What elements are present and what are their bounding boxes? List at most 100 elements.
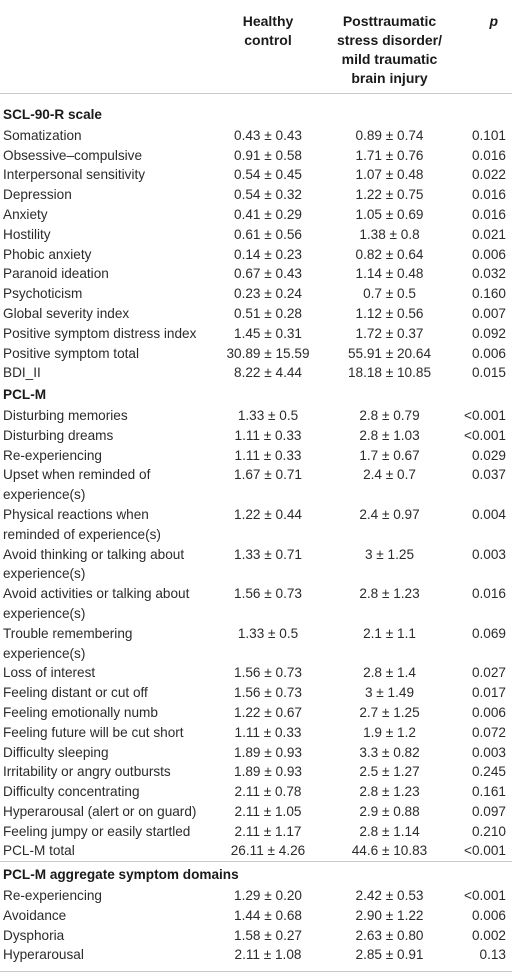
row-label: Anxiety xyxy=(3,206,48,222)
ptsd-value: 2.8 ± 1.23 xyxy=(359,784,420,800)
table-row: Re-experiencing 1.29 ± 0.20 2.42 ± 0.53 <0.… xyxy=(0,886,512,906)
section-header: SCL-90-R scale xyxy=(0,94,512,126)
table-row: Difficulty concentrating 2.11 ± 0.78 2.8 ±… xyxy=(0,782,512,802)
ptsd-value: 2.8 ± 1.4 xyxy=(363,665,416,681)
header-label-column xyxy=(0,12,210,93)
row-label: BDI_II xyxy=(3,365,41,381)
ptsd-value: 2.8 ± 1.03 xyxy=(359,427,420,443)
healthy-control-value: 0.14 ± 0.23 xyxy=(234,246,302,262)
row-label: Avoid activities or talking about experi… xyxy=(3,586,190,621)
ptsd-value: 55.91 ± 20.64 xyxy=(347,345,432,361)
row-label: Feeling future will be cut short xyxy=(3,724,184,740)
healthy-control-value: 1.89 ± 0.93 xyxy=(234,744,302,760)
row-label: PCL-M total xyxy=(3,843,75,859)
p-value: 0.101 xyxy=(471,127,506,143)
row-label: Difficulty sleeping xyxy=(3,744,109,760)
p-value: 0.016 xyxy=(471,187,506,203)
healthy-control-value: 1.56 ± 0.73 xyxy=(234,586,302,602)
healthy-control-value: 0.41 ± 0.29 xyxy=(234,206,302,222)
healthy-control-value: 2.11 ± 1.08 xyxy=(234,947,302,963)
p-value: 0.004 xyxy=(471,506,506,522)
p-value: 0.002 xyxy=(471,927,506,943)
ptsd-value: 2.8 ± 0.79 xyxy=(359,407,420,423)
p-value: 0.016 xyxy=(471,206,506,222)
ptsd-value: 0.7 ± 0.5 xyxy=(363,286,416,302)
p-value: <0.001 xyxy=(464,888,506,904)
p-value: 0.016 xyxy=(471,147,506,163)
row-label: Psychoticism xyxy=(3,286,83,302)
p-value: 0.003 xyxy=(471,744,506,760)
ptsd-value: 1.38 ± 0.8 xyxy=(359,226,420,242)
row-label: Interpersonal sensitivity xyxy=(3,167,146,183)
p-value: 0.160 xyxy=(471,286,506,302)
ptsd-value: 2.90 ± 1.22 xyxy=(355,907,424,923)
ptsd-value: 1.9 ± 1.2 xyxy=(363,724,416,740)
header-healthy-control: Healthy control xyxy=(242,13,294,48)
healthy-control-value: 1.56 ± 0.73 xyxy=(234,665,302,681)
table-row: Disturbing memories 1.33 ± 0.5 2.8 ± 0.79 <… xyxy=(0,406,512,426)
table-row: Somatization 0.43 ± 0.43 0.89 ± 0.74 0.101 xyxy=(0,126,512,146)
table-row: Loss of interest 1.56 ± 0.73 2.8 ± 1.4 0.02… xyxy=(0,663,512,683)
healthy-control-value: 30.89 ± 15.59 xyxy=(226,345,310,361)
p-value: 0.097 xyxy=(471,803,506,819)
table-row: Trouble remembering experience(s) 1.33 ± … xyxy=(0,624,512,664)
healthy-control-value: 1.45 ± 0.31 xyxy=(234,325,302,341)
table-row: BDI_II 8.22 ± 4.44 18.18 ± 10.85 0.015 xyxy=(0,363,512,383)
ptsd-value: 3 ± 1.49 xyxy=(364,685,415,701)
row-label: Feeling distant or cut off xyxy=(3,685,148,701)
table-row: Irritability or angry outbursts 1.89 ± 0.… xyxy=(0,762,512,782)
p-value: 0.017 xyxy=(471,685,506,701)
row-label: Physical reactions when reminded of expe… xyxy=(3,506,161,542)
ptsd-value: 1.07 ± 0.48 xyxy=(355,167,424,183)
table-row: Feeling future will be cut short 1.11 ± 0… xyxy=(0,723,512,743)
p-value: 0.13 xyxy=(479,947,506,963)
p-value: 0.069 xyxy=(471,625,506,641)
row-label: Disturbing dreams xyxy=(3,427,114,443)
table-row: Anxiety 0.41 ± 0.29 1.05 ± 0.69 0.016 xyxy=(0,205,512,225)
healthy-control-value: 26.11 ± 4.26 xyxy=(230,843,306,859)
healthy-control-value: 8.22 ± 4.44 xyxy=(234,365,302,381)
healthy-control-value: 1.58 ± 0.27 xyxy=(234,927,302,943)
p-value: 0.016 xyxy=(471,586,506,602)
healthy-control-value: 2.11 ± 0.78 xyxy=(234,784,302,800)
p-value: <0.001 xyxy=(464,427,506,443)
healthy-control-value: 1.11 ± 0.33 xyxy=(234,724,302,740)
healthy-control-value: 1.29 ± 0.20 xyxy=(234,888,302,904)
ptsd-value: 1.72 ± 0.37 xyxy=(355,325,424,341)
row-label: Disturbing memories xyxy=(3,407,128,423)
healthy-control-value: 0.54 ± 0.32 xyxy=(234,187,302,203)
header-ptsd-mtbi: Posttraumatic stress disorder/ mild trau… xyxy=(336,13,443,86)
ptsd-value: 2.7 ± 1.25 xyxy=(359,704,420,720)
p-value: <0.001 xyxy=(464,843,506,859)
healthy-control-value: 0.43 ± 0.43 xyxy=(234,127,302,143)
p-value: 0.027 xyxy=(471,665,506,681)
ptsd-value: 1.71 ± 0.76 xyxy=(355,147,424,163)
table-row: Avoid activities or talking about experi… xyxy=(0,584,512,624)
row-label: Positive symptom distress index xyxy=(3,325,197,341)
ptsd-value: 44.6 ± 10.83 xyxy=(351,843,428,859)
ptsd-value: 1.12 ± 0.56 xyxy=(355,305,424,321)
table-header: Healthy control Posttraumatic stress dis… xyxy=(0,0,512,94)
healthy-control-value: 0.51 ± 0.28 xyxy=(234,305,302,321)
healthy-control-value: 0.54 ± 0.45 xyxy=(234,167,302,183)
table-row: Phobic anxiety 0.14 ± 0.23 0.82 ± 0.64 0.00… xyxy=(0,245,512,265)
row-label: Obsessive–compulsive xyxy=(3,147,143,163)
ptsd-value: 0.89 ± 0.74 xyxy=(355,127,424,143)
ptsd-value: 1.05 ± 0.69 xyxy=(355,206,424,222)
row-label: Difficulty concentrating xyxy=(3,784,140,800)
healthy-control-value: 1.56 ± 0.73 xyxy=(234,685,302,701)
table-row: Positive symptom total 30.89 ± 15.59 55.91… xyxy=(0,344,512,364)
p-value: 0.006 xyxy=(471,907,506,923)
ptsd-value: 2.42 ± 0.53 xyxy=(355,888,424,904)
row-label: Hostility xyxy=(3,226,51,242)
p-value: 0.245 xyxy=(471,764,506,780)
row-label: Avoidance xyxy=(3,907,67,923)
table-row: Global severity index 0.51 ± 0.28 1.12 ± 0… xyxy=(0,304,512,324)
row-label: Phobic anxiety xyxy=(3,246,92,262)
healthy-control-value: 0.61 ± 0.56 xyxy=(234,226,302,242)
p-value: 0.029 xyxy=(471,447,506,463)
ptsd-value: 1.22 ± 0.75 xyxy=(355,187,424,203)
table-row: Difficulty sleeping 1.89 ± 0.93 3.3 ± 0.82… xyxy=(0,743,512,763)
table-row: Avoidance 1.44 ± 0.68 2.90 ± 1.22 0.006 xyxy=(0,906,512,926)
section-header: PCL-M xyxy=(0,383,512,406)
